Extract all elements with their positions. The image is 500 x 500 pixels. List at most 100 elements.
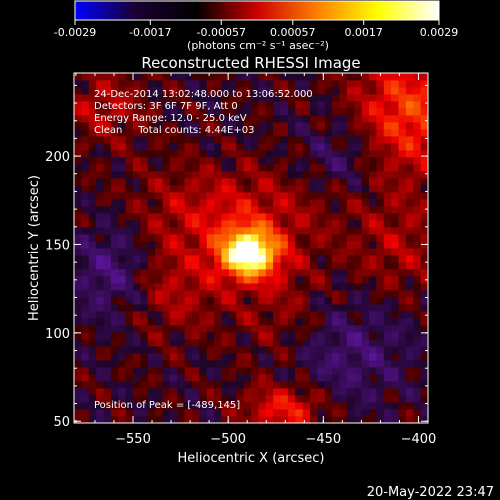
heatmap-cell <box>361 409 370 417</box>
heatmap-cell <box>354 339 363 347</box>
heatmap-cell <box>206 248 215 256</box>
heatmap-cell <box>236 150 245 158</box>
heatmap-cell <box>413 122 422 130</box>
heatmap-cell <box>332 136 340 144</box>
heatmap-cell <box>155 199 163 207</box>
heatmap-cell <box>324 255 333 263</box>
heatmap-cell <box>420 94 429 102</box>
heatmap-cell <box>369 192 377 200</box>
heatmap-cell <box>376 192 385 200</box>
heatmap-cell <box>383 241 392 249</box>
heatmap-cell <box>162 206 171 214</box>
heatmap-cell <box>110 73 119 81</box>
heatmap-cell <box>310 353 318 361</box>
heatmap-cell <box>88 94 97 102</box>
heatmap-cell <box>140 416 149 424</box>
heatmap-cell <box>133 311 141 319</box>
heatmap-cell <box>118 374 127 382</box>
heatmap-cell <box>369 304 377 312</box>
heatmap-cell <box>199 374 208 382</box>
heatmap-cell <box>354 220 363 228</box>
heatmap-cell <box>118 353 127 361</box>
heatmap-cell <box>369 234 377 242</box>
heatmap-cell <box>81 367 90 375</box>
heatmap-cell <box>236 171 245 179</box>
heatmap-cell <box>228 171 237 179</box>
heatmap-cell <box>177 227 186 235</box>
heatmap-cell <box>280 332 289 340</box>
heatmap-cell <box>339 241 348 249</box>
heatmap-cell <box>302 276 311 284</box>
heatmap-cell <box>177 157 186 165</box>
heatmap-cell <box>346 381 355 389</box>
heatmap-cell <box>81 255 90 263</box>
heatmap-cell <box>169 171 178 179</box>
heatmap-cell <box>74 332 82 340</box>
heatmap-cell <box>413 283 422 291</box>
heatmap-cell <box>74 234 82 242</box>
heatmap-cell <box>103 73 112 81</box>
heatmap-cell <box>258 290 267 298</box>
heatmap-cell <box>310 108 318 116</box>
heatmap-cell <box>346 171 355 179</box>
heatmap-cell <box>302 283 311 291</box>
heatmap-cell <box>413 381 422 389</box>
heatmap-cell <box>133 122 141 130</box>
heatmap-cell <box>310 339 318 347</box>
heatmap-cell <box>214 129 222 137</box>
heatmap-cell <box>346 332 355 340</box>
heatmap-cell <box>140 122 149 130</box>
heatmap-cell <box>192 304 200 312</box>
heatmap-cell <box>162 248 171 256</box>
heatmap-cell <box>332 402 340 410</box>
heatmap-cell <box>317 171 326 179</box>
heatmap-cell <box>332 220 340 228</box>
heatmap-cell <box>317 374 326 382</box>
heatmap-cell <box>140 297 149 305</box>
heatmap-cell <box>118 388 127 396</box>
heatmap-cell <box>391 199 399 207</box>
heatmap-cell <box>96 192 104 200</box>
heatmap-cell <box>184 199 193 207</box>
heatmap-cell <box>192 192 200 200</box>
heatmap-cell <box>413 339 422 347</box>
heatmap-cell <box>74 143 82 151</box>
heatmap-cell <box>405 129 414 137</box>
heatmap-cell <box>140 318 149 326</box>
heatmap-cell <box>258 332 267 340</box>
heatmap-cell <box>376 332 385 340</box>
heatmap-cell <box>169 150 178 158</box>
heatmap-cell <box>346 353 355 361</box>
heatmap-cell <box>221 248 230 256</box>
heatmap-cell <box>398 80 407 88</box>
heatmap-cell <box>199 416 208 424</box>
heatmap-cell <box>125 94 134 102</box>
heatmap-cell <box>96 388 104 396</box>
heatmap-cell <box>177 388 186 396</box>
heatmap-cell <box>125 129 134 137</box>
heatmap-cell <box>177 248 186 256</box>
heatmap-cell <box>74 108 82 116</box>
heatmap-cell <box>96 213 104 221</box>
heatmap-cell <box>317 388 326 396</box>
heatmap-cell <box>369 346 377 354</box>
heatmap-cell <box>221 192 230 200</box>
heatmap-cell <box>310 388 318 396</box>
heatmap-cell <box>155 136 163 144</box>
heatmap-cell <box>324 248 333 256</box>
heatmap-cell <box>184 136 193 144</box>
heatmap-cell <box>391 87 399 95</box>
heatmap-cell <box>177 255 186 263</box>
heatmap-cell <box>332 143 340 151</box>
heatmap-cell <box>354 87 363 95</box>
heatmap-cell <box>346 339 355 347</box>
heatmap-cell <box>383 136 392 144</box>
heatmap-cell <box>169 381 178 389</box>
heatmap-cell <box>413 157 422 165</box>
heatmap-cell <box>295 178 304 186</box>
heatmap-cell <box>228 234 237 242</box>
heatmap-cell <box>383 276 392 284</box>
heatmap-cell <box>214 185 222 193</box>
heatmap-cell <box>88 122 97 130</box>
heatmap-cell <box>199 290 208 298</box>
